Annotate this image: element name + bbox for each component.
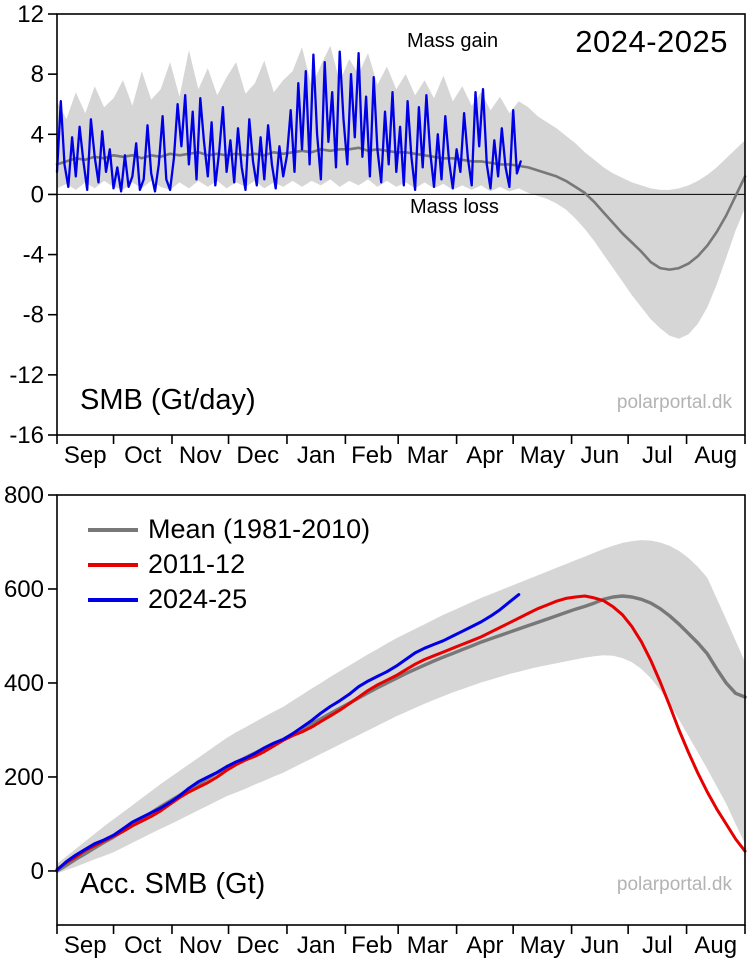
acc-2011-12-line	[55, 594, 747, 871]
watermark-bottom: polarportal.dk	[616, 874, 732, 895]
acc-2024-25-line	[55, 593, 521, 872]
month-label: Nov	[179, 932, 222, 959]
month-label: Sep	[64, 442, 107, 469]
legend: Mean (1981-2010) 2011-12 2024-25	[88, 512, 370, 617]
mean-line-swatch	[88, 527, 138, 532]
legend-label-2011-12: 2011-12	[148, 549, 246, 579]
y-tick-label: 8	[31, 61, 44, 88]
y-tick-label: 600	[4, 576, 44, 603]
month-label: Jan	[297, 442, 336, 469]
month-label: Mar	[407, 442, 448, 469]
smb-daily-chart: -16 -12 -8 -4 0 4 8 12 Sep Oct Nov Dec Jan Feb Mar Apr M…	[0, 0, 752, 470]
month-label: Feb	[351, 442, 392, 469]
month-label: Jun	[581, 932, 620, 959]
month-label: Feb	[351, 932, 392, 959]
month-label: Jun	[581, 442, 620, 469]
legend-item-2024-25: 2024-25	[88, 582, 370, 617]
y-tick-label: 200	[4, 764, 44, 791]
watermark-top: polarportal.dk	[616, 392, 732, 413]
y-tick-label: 800	[4, 482, 44, 509]
legend-item-mean: Mean (1981-2010)	[88, 512, 370, 547]
season-title: 2024-2025	[575, 24, 728, 59]
month-label: Apr	[466, 442, 503, 469]
month-label: Oct	[124, 442, 162, 469]
month-label: Oct	[124, 932, 162, 959]
y-tick-label: 0	[31, 858, 44, 885]
legend-label-2024-25: 2024-25	[148, 584, 248, 614]
month-label: Jan	[297, 932, 336, 959]
month-label: Aug	[694, 442, 737, 469]
y-tick-label: 12	[17, 1, 44, 28]
y-tick-label: -4	[23, 242, 44, 269]
month-label: Mar	[407, 932, 448, 959]
mass-gain-label: Mass gain	[407, 30, 499, 52]
y-tick-label: 0	[31, 181, 44, 208]
acc-smb-plot-frame	[56, 494, 746, 926]
legend-label-mean: Mean (1981-2010)	[148, 514, 371, 544]
month-label: Apr	[466, 932, 503, 959]
acc-smb-uncertainty-band	[57, 540, 745, 874]
month-label: May	[520, 442, 565, 469]
month-label: Jul	[642, 442, 673, 469]
y-tick-label: -16	[9, 422, 44, 449]
month-label: Sep	[64, 932, 107, 959]
acc-smb-axis-title: Acc. SMB (Gt)	[80, 868, 266, 900]
smb-axis-title: SMB (Gt/day)	[80, 384, 256, 416]
month-label: Jul	[642, 932, 673, 959]
smb-daily-plot-frame	[56, 13, 746, 436]
smb-daily-uncertainty-band	[57, 45, 745, 339]
red-line-swatch	[88, 562, 138, 567]
month-label: Aug	[694, 932, 737, 959]
y-tick-label: 400	[4, 670, 44, 697]
blue-line-swatch	[88, 597, 138, 602]
mass-loss-label: Mass loss	[410, 196, 499, 218]
smb-2024-25-line	[55, 50, 522, 193]
y-tick-label: 4	[31, 121, 44, 148]
y-tick-label: -12	[9, 362, 44, 389]
month-label: Dec	[236, 932, 279, 959]
month-label: May	[520, 932, 565, 959]
acc-smb-chart: 0 200 400 600 800 Sep Oct Nov Dec Jan Feb Mar Apr May…	[0, 470, 752, 960]
month-label: Nov	[179, 442, 222, 469]
acc-smb-plot: 0 200 400 600 800 Sep Oct Nov Dec Jan Feb Mar Apr May…	[4, 482, 747, 959]
legend-item-2011-12: 2011-12	[88, 547, 370, 582]
month-label: Dec	[236, 442, 279, 469]
y-tick-label: -8	[23, 302, 44, 329]
smb-daily-plot: -16 -12 -8 -4 0 4 8 12 Sep Oct Nov Dec Jan Feb Mar Apr M…	[9, 1, 747, 469]
